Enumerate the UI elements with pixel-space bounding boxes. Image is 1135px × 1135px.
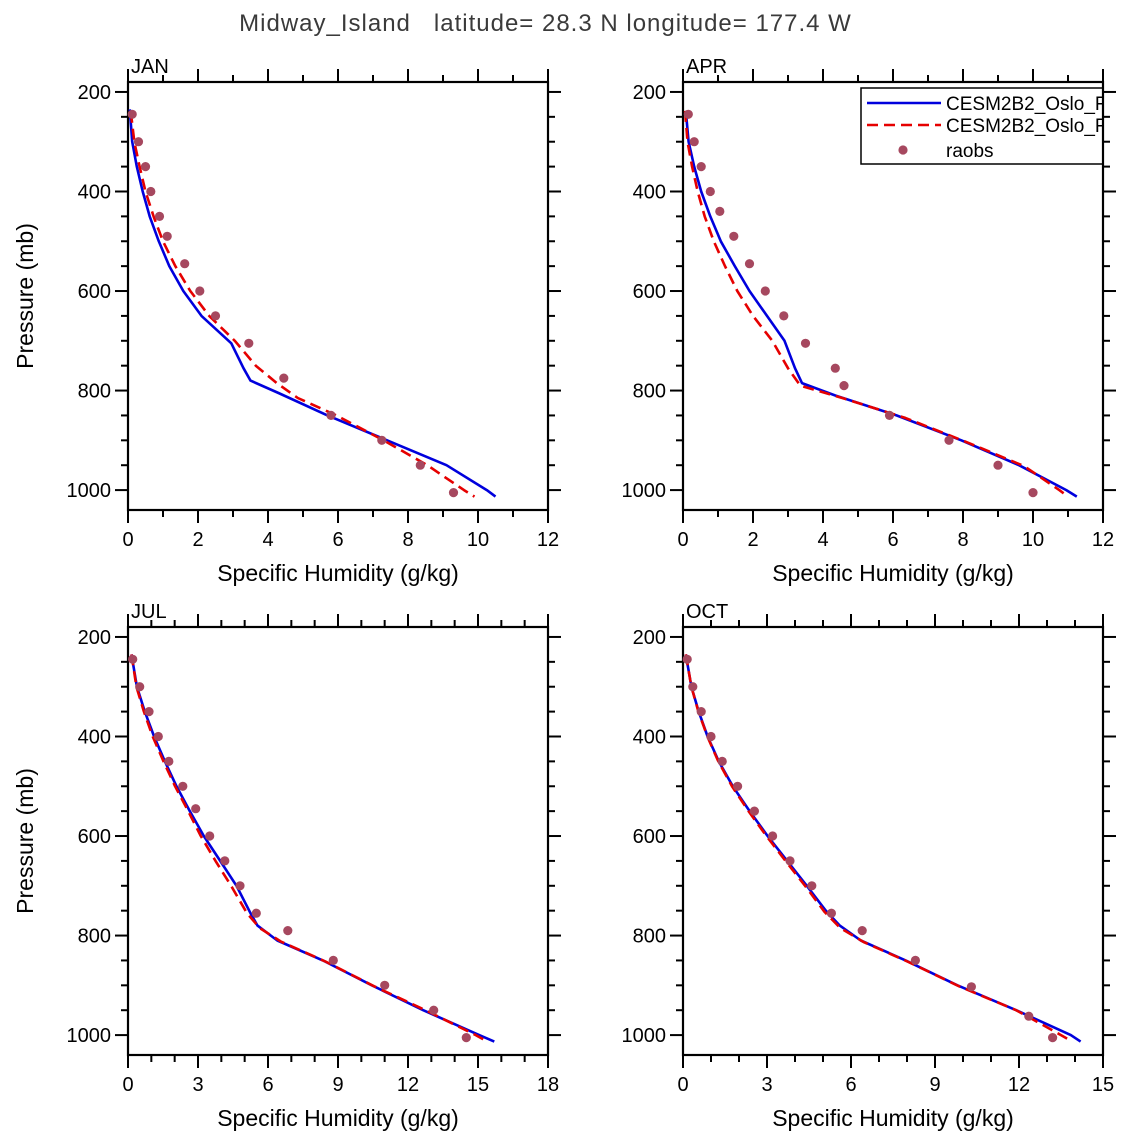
x-tick-label: 9 (332, 1074, 343, 1096)
y-tick-label: 200 (78, 627, 111, 649)
y-tick-label: 1000 (67, 1025, 112, 1047)
y-tick-label: 600 (78, 281, 111, 303)
x-tick-label: 3 (192, 1074, 203, 1096)
x-tick-label: 0 (122, 1074, 133, 1096)
y-tick-label: 600 (78, 826, 111, 848)
panel-label: OCT (686, 601, 728, 623)
panel-jul: 0 3 6 9 12 15 18 200 400 600 800 1000 JUL Specific Hu… (12, 601, 561, 1131)
y-tick-label: 200 (633, 82, 666, 104)
x-tick-label: 12 (537, 529, 559, 551)
x-axis-title: Specific Humidity (g/kg) (217, 560, 459, 586)
x-axis-title: Specific Humidity (g/kg) (772, 1105, 1014, 1131)
series-cesm-solid (130, 654, 495, 1043)
y-tick-label: 200 (78, 82, 111, 104)
x-axis-title: Specific Humidity (g/kg) (772, 560, 1014, 586)
x-tick-label: 2 (192, 529, 203, 551)
tick-labels: 0 3 6 9 12 15 200 400 600 800 1000 (622, 627, 1115, 1096)
x-tick-label: 12 (397, 1074, 419, 1096)
y-axis-title: Pressure (mb) (12, 223, 38, 369)
plot-frame (681, 625, 1105, 1057)
axis-ticks (115, 69, 561, 523)
x-tick-label: 4 (817, 529, 828, 551)
tick-labels: 0 2 4 6 8 10 12 200 400 600 800 1000 (622, 82, 1115, 551)
series-cesm-dashed (130, 654, 488, 1043)
x-tick-label: 10 (1022, 529, 1044, 551)
legend-marker-raobs (898, 145, 908, 155)
panel-apr: 0 2 4 6 8 10 12 200 400 600 800 1000 APR Specific Hum… (622, 56, 1116, 586)
figure-title: Midway_Island latitude= 28.3 N longitude… (239, 10, 852, 37)
y-tick-label: 600 (633, 826, 666, 848)
y-tick-label: 600 (633, 281, 666, 303)
y-tick-label: 200 (633, 627, 666, 649)
x-tick-label: 18 (537, 1074, 559, 1096)
tick-labels: 0 2 4 6 8 10 12 200 400 600 800 1000 (67, 82, 560, 551)
x-tick-label: 6 (332, 529, 343, 551)
x-tick-label: 15 (467, 1074, 489, 1096)
y-tick-label: 1000 (622, 480, 667, 502)
panel-label: JUL (131, 601, 167, 623)
y-tick-label: 800 (633, 926, 666, 948)
y-tick-label: 400 (78, 181, 111, 203)
series-raobs (682, 654, 1058, 1043)
x-tick-label: 8 (402, 529, 413, 551)
x-tick-label: 4 (262, 529, 273, 551)
plot-frame (126, 80, 550, 512)
x-tick-label: 12 (1092, 529, 1114, 551)
series-cesm-solid (684, 654, 1082, 1043)
y-tick-label: 400 (78, 726, 111, 748)
tick-labels: 0 3 6 9 12 15 18 200 400 600 800 1000 (67, 627, 560, 1096)
x-axis-title: Specific Humidity (g/kg) (217, 1105, 459, 1131)
y-tick-label: 400 (633, 181, 666, 203)
y-tick-label: 800 (78, 381, 111, 403)
legend-label: CESM2B2_Oslo_F6 (946, 94, 1117, 115)
x-tick-label: 0 (677, 529, 688, 551)
series-cesm-dashed (129, 111, 476, 498)
y-tick-label: 400 (633, 726, 666, 748)
axis-ticks (670, 614, 1116, 1068)
y-tick-label: 800 (78, 926, 111, 948)
series-cesm-dashed (683, 110, 1069, 498)
plot-frame (681, 80, 1105, 512)
panel-label: APR (686, 56, 727, 78)
axis-ticks (670, 69, 1116, 523)
y-tick-label: 1000 (67, 480, 112, 502)
panel-label: JAN (131, 56, 169, 78)
x-tick-label: 2 (747, 529, 758, 551)
x-tick-label: 6 (845, 1074, 856, 1096)
axis-ticks (115, 614, 561, 1068)
panel-jan: 0 2 4 6 8 10 12 200 400 600 800 1000 JAN Specific Hum… (12, 56, 561, 586)
x-tick-label: 0 (677, 1074, 688, 1096)
y-axis-title: Pressure (mb) (12, 768, 38, 914)
x-tick-label: 8 (957, 529, 968, 551)
legend-box (860, 87, 1103, 165)
legend-label: raobs (946, 141, 994, 162)
x-tick-label: 9 (929, 1074, 940, 1096)
legend-label: CESM2B2_Oslo_F6 (946, 116, 1117, 137)
x-tick-label: 3 (761, 1074, 772, 1096)
series-cesm-solid (128, 109, 497, 498)
series-raobs (683, 109, 1038, 498)
y-tick-label: 800 (633, 381, 666, 403)
x-tick-label: 0 (122, 529, 133, 551)
series-cesm-dashed (684, 654, 1073, 1043)
y-tick-label: 1000 (622, 1025, 667, 1047)
series-raobs (127, 109, 459, 498)
plot-frame (126, 625, 550, 1057)
series-cesm-solid (684, 110, 1078, 498)
x-tick-label: 15 (1092, 1074, 1114, 1096)
x-tick-label: 6 (262, 1074, 273, 1096)
x-tick-label: 10 (467, 529, 489, 551)
x-tick-label: 6 (887, 529, 898, 551)
series-raobs (128, 654, 471, 1043)
panel-oct: 0 3 6 9 12 15 200 400 600 800 1000 OCT Specific Humi… (622, 601, 1116, 1131)
x-tick-label: 12 (1008, 1074, 1030, 1096)
